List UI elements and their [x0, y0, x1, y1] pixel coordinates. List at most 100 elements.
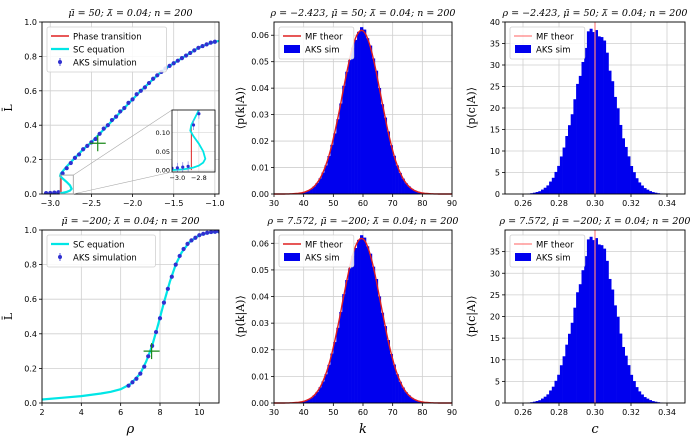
histogram-bar	[345, 280, 349, 403]
histogram-bar	[635, 178, 639, 194]
legend-swatch-point	[58, 60, 62, 64]
x-tick-label: 6	[118, 408, 123, 417]
histogram-bar	[592, 32, 596, 195]
histogram-bar	[608, 70, 612, 194]
aks-sim-point	[56, 190, 61, 194]
histogram-bar	[383, 326, 388, 403]
panel-p2: 30 40 50 60 70 80 90 0.00 0.01 0.02 0.03 0.04 0.05 0.…	[234, 8, 457, 208]
y-tick-label: 0.04	[251, 293, 269, 302]
y-tick-label: 1.0	[24, 226, 37, 235]
y-tick-label: 0.02	[251, 346, 269, 355]
histogram-bar	[532, 401, 536, 403]
histogram-bar	[535, 192, 539, 194]
aks-sim-point	[185, 241, 190, 246]
aks-sim-point	[175, 58, 180, 63]
x-tick-label: 80	[417, 199, 427, 208]
histogram-bar	[395, 374, 399, 403]
inset-axes: 0.00 0.05 0.10 −3.0 −2.8	[156, 109, 216, 182]
histogram-bar	[389, 145, 393, 194]
aks-sim-point	[142, 85, 148, 90]
y-tick-label: 0.05	[251, 266, 269, 275]
histogram-bar	[557, 374, 561, 403]
histogram-bar	[581, 270, 585, 403]
aks-sim-point	[171, 61, 176, 66]
aks-sim-point	[216, 230, 219, 234]
aks-sim-point	[192, 48, 197, 53]
histogram-bar	[624, 146, 628, 194]
histogram-bar	[565, 344, 569, 403]
histogram-bar	[595, 30, 598, 194]
histogram-bar	[303, 400, 307, 403]
x-tick-label: 0.34	[658, 408, 676, 417]
y-tick-label: 0.02	[251, 137, 269, 146]
histogram-bar	[398, 381, 402, 403]
aks-sim-point	[126, 383, 131, 388]
y-tick-label: 30	[490, 61, 500, 70]
legend-swatch-patch	[515, 45, 531, 53]
histogram-bar	[389, 353, 393, 403]
histogram-bar	[562, 356, 566, 403]
histogram-bar	[546, 394, 550, 403]
aks-sim-point	[89, 140, 94, 145]
histogram-bar	[627, 156, 631, 194]
plot-area	[44, 39, 219, 194]
x-tick-label: 40	[299, 199, 309, 208]
x-tick-label: 40	[299, 408, 309, 417]
histogram-bar	[584, 47, 588, 195]
aks-sim-point	[169, 274, 174, 279]
histogram-bar	[371, 266, 376, 403]
histogram-bar	[357, 239, 361, 403]
legend-label: AKS sim	[305, 46, 340, 56]
x-tick-label: 2	[39, 408, 44, 417]
aks-sim-point	[212, 230, 218, 234]
aks-sim-point	[181, 246, 186, 252]
histogram-bar	[597, 244, 601, 403]
aks-sim-point	[52, 190, 57, 194]
histogram-bar	[568, 333, 571, 403]
inset-sim-point	[197, 112, 201, 116]
y-tick-label: 0.2	[24, 364, 37, 373]
histogram-bar	[312, 186, 316, 194]
legend-label: SC equation	[73, 46, 125, 56]
inset-sc-curve	[172, 110, 207, 171]
histogram-bar	[333, 342, 337, 403]
x-tick-label: 30	[269, 408, 279, 417]
histogram-bar	[568, 125, 571, 194]
zoom-connector	[73, 109, 173, 176]
aks-sim-point	[161, 300, 167, 305]
legend-label: MF theor	[536, 241, 574, 251]
aks-sim-point	[212, 39, 217, 44]
legend-label: AKS simulation	[73, 59, 137, 69]
y-tick-label: 0.04	[251, 84, 269, 93]
y-axis-label: ⟨p(c|A)⟩	[465, 295, 479, 337]
histogram-bar	[578, 75, 582, 194]
legend-swatch-patch	[515, 253, 531, 261]
plot-frame	[41, 229, 220, 404]
x-tick-label: 4	[79, 408, 84, 417]
aks-sim-point	[177, 253, 182, 259]
histogram-bar	[543, 187, 547, 194]
histogram-bar	[605, 260, 609, 403]
legend-label: AKS sim	[305, 254, 340, 264]
histogram-bar	[368, 45, 373, 194]
histogram-bar	[605, 52, 609, 194]
histogram-bar	[630, 166, 634, 194]
y-axis-label: L̄	[2, 312, 15, 320]
x-tick-label: 0.26	[514, 408, 532, 417]
inset-x-tick-label: −2.8	[191, 174, 207, 182]
histogram-bar	[351, 47, 355, 195]
legend-label: SC equation	[73, 241, 125, 251]
aks-sim-point	[64, 166, 69, 171]
histogram-bar	[351, 255, 355, 403]
histogram-bar	[603, 248, 607, 403]
histogram-bar	[348, 268, 352, 403]
histogram-bar	[348, 60, 352, 194]
histogram-bar	[573, 307, 577, 403]
histogram-bar	[559, 156, 563, 194]
histogram-bar	[646, 398, 650, 403]
histogram-bar	[407, 186, 411, 194]
aks-sim-point	[113, 114, 119, 119]
histogram-bar	[562, 147, 566, 194]
aks-sim-point	[173, 262, 178, 267]
histogram-bar	[543, 396, 547, 403]
